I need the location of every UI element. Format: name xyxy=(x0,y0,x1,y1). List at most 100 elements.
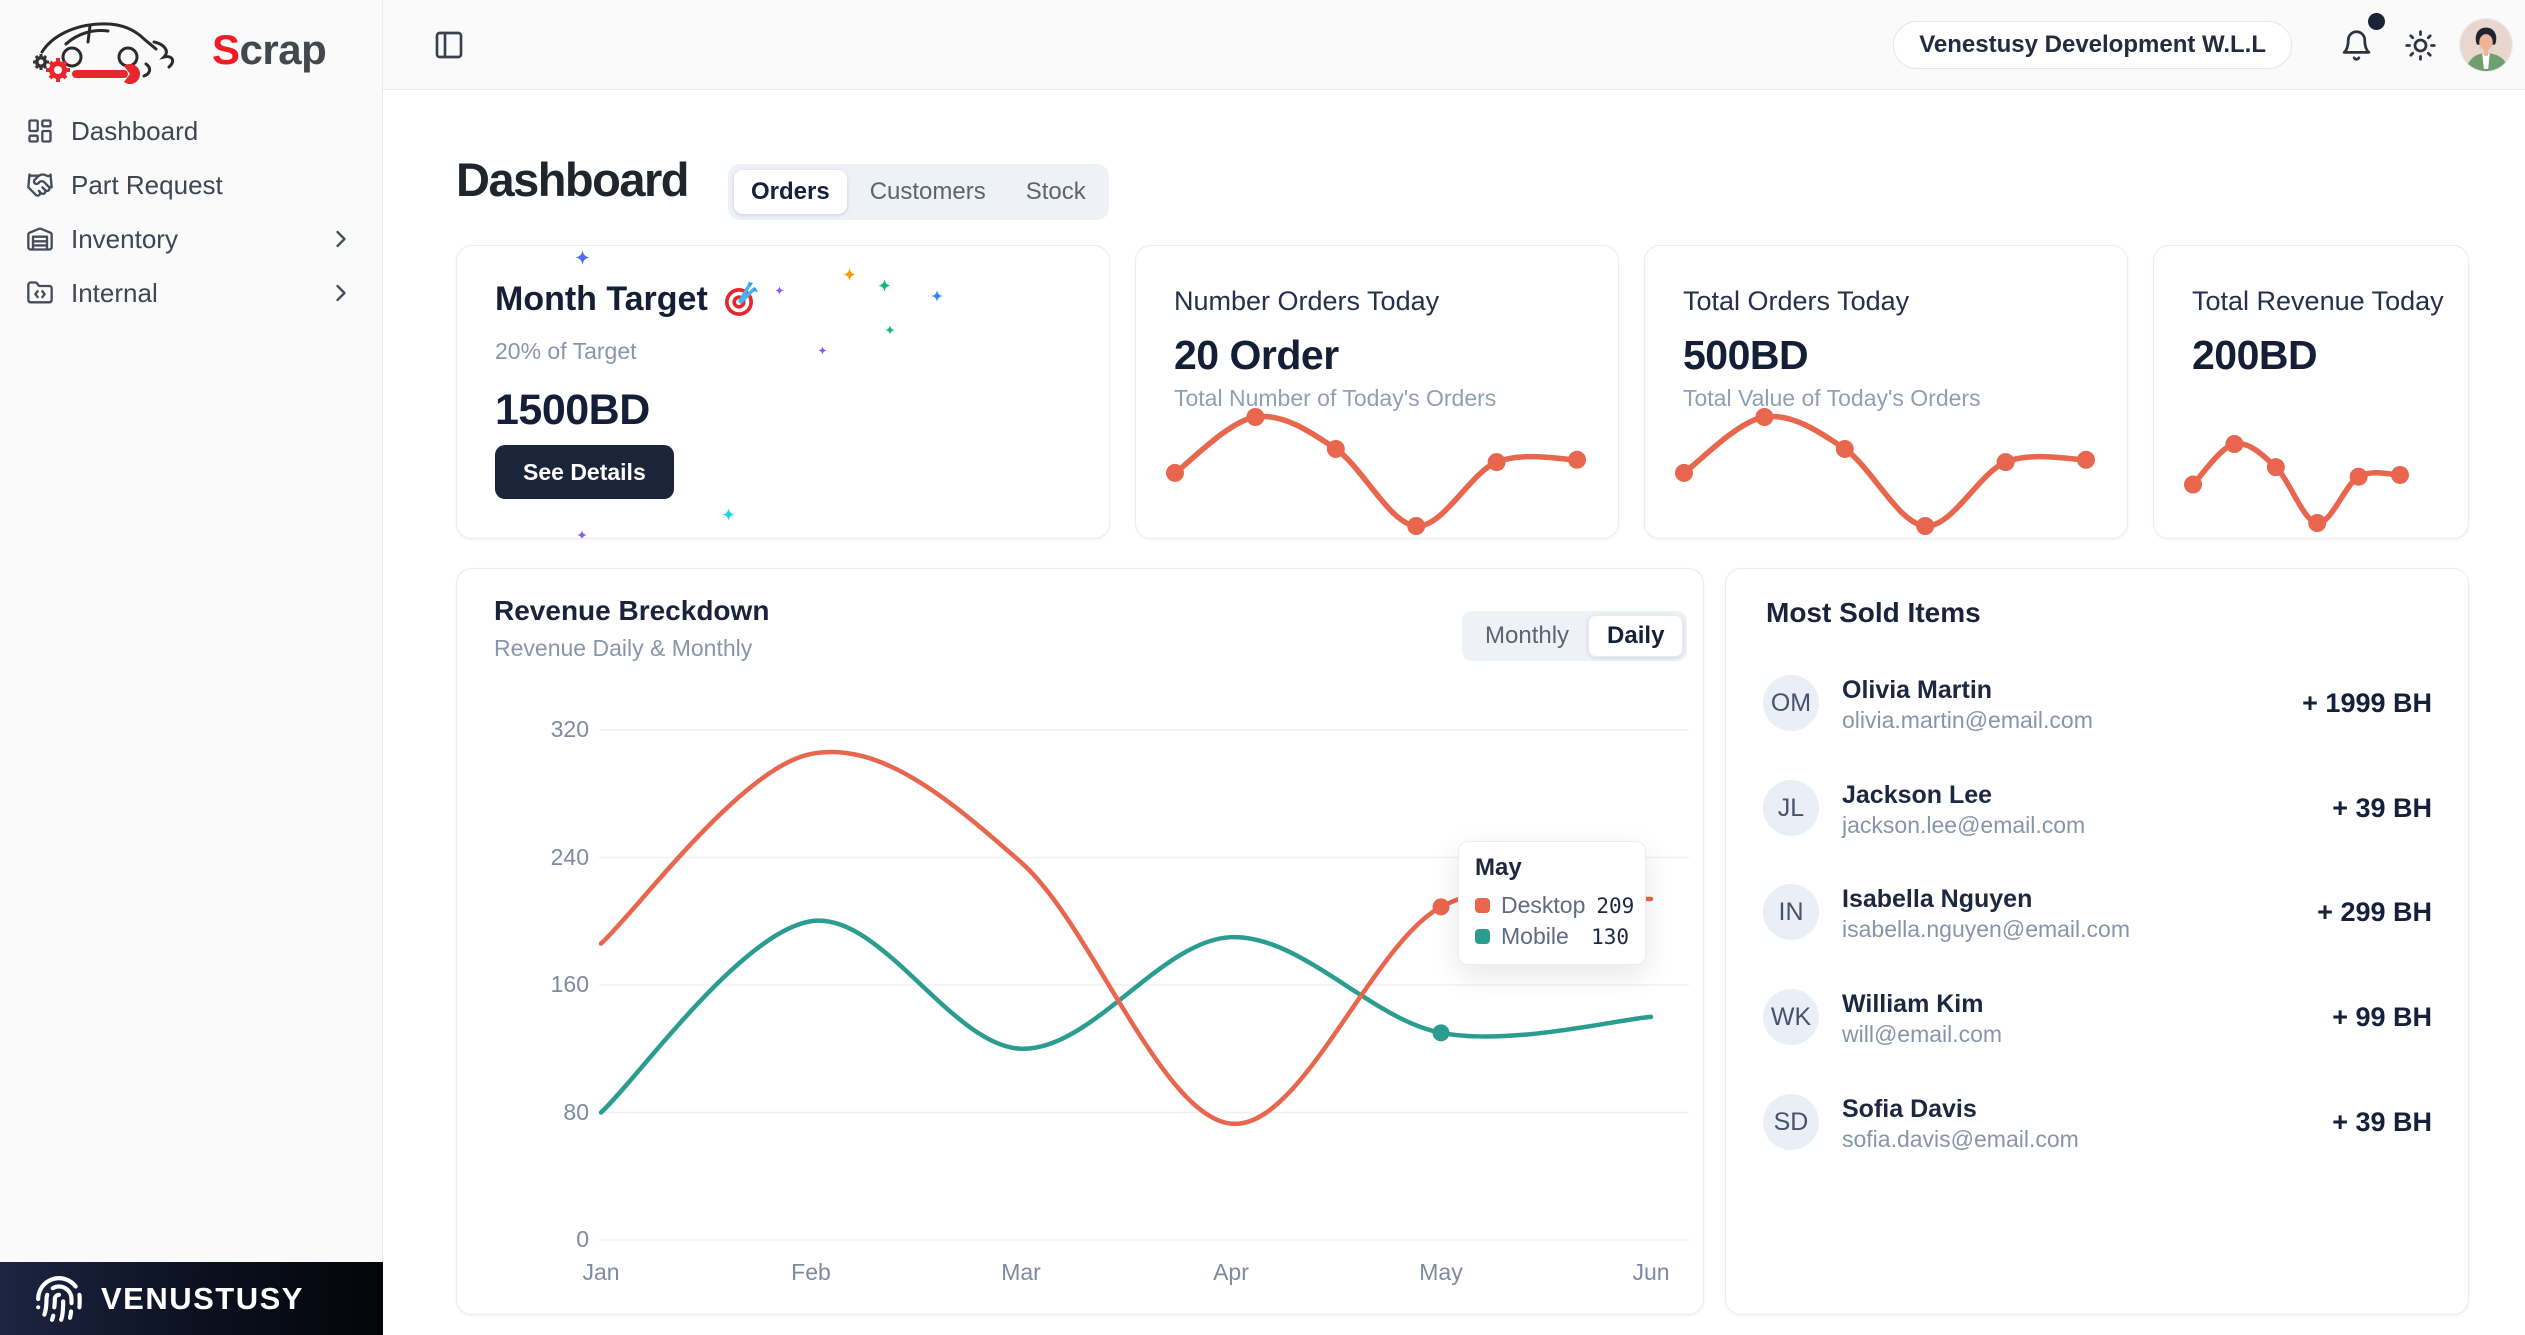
tab-customers[interactable]: Customers xyxy=(869,178,986,205)
avatar-illustration xyxy=(2460,19,2512,71)
month-target-title: Month Target xyxy=(495,280,759,319)
customer-email: sofia.davis@email.com xyxy=(1842,1126,2079,1152)
number-orders-card: Number Orders Today 20 Order Total Numbe… xyxy=(1135,245,1619,539)
sidebar-item-part-request[interactable]: Part Request xyxy=(0,162,383,208)
revenue-breakdown-card: Revenue Breckdown Revenue Daily & Monthl… xyxy=(456,568,1704,1315)
user-avatar[interactable] xyxy=(2460,19,2512,71)
chevron-right-icon[interactable] xyxy=(327,225,355,253)
sparkle-icon xyxy=(722,508,735,521)
avatar-initials: WK xyxy=(1770,1002,1812,1031)
avatar: JL xyxy=(1763,780,1819,836)
list-item: IN Isabella Nguyen isabella.nguyen@email… xyxy=(1726,884,2470,942)
item-amount: + 99 BH xyxy=(2332,1002,2432,1032)
sparkle-icon xyxy=(931,290,943,302)
mobile-legend-swatch xyxy=(1475,929,1490,944)
tab-orders[interactable]: Orders xyxy=(734,170,847,214)
revenue-chart-subtitle: Revenue Daily & Monthly xyxy=(494,635,753,661)
company-selector[interactable]: Venestusy Development W.L.L xyxy=(1893,21,2292,69)
brand-wordmark: Scrap xyxy=(212,26,327,73)
warehouse-icon xyxy=(27,227,53,251)
customer-email: olivia.martin@email.com xyxy=(1842,707,2093,733)
main-content: Dashboard Orders Customers Stock Month T… xyxy=(383,90,2525,1335)
item-amount: + 39 BH xyxy=(2332,1107,2432,1137)
fingerprint-icon xyxy=(36,1275,82,1322)
card-title: Total Revenue Today xyxy=(2192,286,2444,316)
item-amount: + 39 BH xyxy=(2332,793,2432,823)
toggle-daily[interactable]: Daily xyxy=(1588,615,1684,657)
sidebar-item-inventory[interactable]: Inventory xyxy=(0,216,383,262)
sidebar-item-internal[interactable]: Internal xyxy=(0,270,383,316)
y-axis-tick: 80 xyxy=(563,1099,589,1125)
sparkle-icon xyxy=(843,268,856,281)
card-title: Total Orders Today xyxy=(1683,286,1910,316)
avatar-initials: IN xyxy=(1778,897,1804,926)
avatar-initials: JL xyxy=(1777,793,1805,822)
month-target-subtitle: 20% of Target xyxy=(495,338,637,364)
total-revenue-card: Total Revenue Today 200BD xyxy=(2153,245,2469,539)
series-value: 209 xyxy=(1596,893,1635,918)
revenue-chart-title: Revenue Breckdown xyxy=(494,595,770,626)
series-name: Desktop xyxy=(1501,892,1586,918)
card-value: 500BD xyxy=(1683,332,1809,378)
avatar-initials: SD xyxy=(1773,1107,1809,1136)
sidebar-item-label: Inventory xyxy=(71,223,178,254)
most-sold-items-card: Most Sold Items OM Olivia Martin olivia.… xyxy=(1725,568,2469,1315)
dashboard-icon xyxy=(28,119,52,143)
avatar: OM xyxy=(1763,675,1819,731)
customer-email: will@email.com xyxy=(1842,1021,2003,1047)
list-item: OM Olivia Martin olivia.martin@email.com… xyxy=(1726,675,2470,733)
list-item: WK William Kim will@email.com + 99 BH xyxy=(1726,989,2470,1047)
avatar-initials: OM xyxy=(1770,688,1812,717)
total-orders-card: Total Orders Today 500BD Total Value of … xyxy=(1644,245,2128,539)
card-title: Number Orders Today xyxy=(1174,286,1440,316)
avatar: SD xyxy=(1763,1094,1819,1150)
tab-stock[interactable]: Stock xyxy=(1025,178,1086,205)
sparkle-icon xyxy=(577,530,587,538)
avatar: WK xyxy=(1763,989,1819,1045)
dashboard-tabs: Orders Customers Stock xyxy=(728,164,1109,220)
customer-name: William Kim xyxy=(1842,990,1984,1018)
sparkle-icon xyxy=(878,279,891,292)
sun-icon xyxy=(2405,30,2436,61)
chevron-right-icon[interactable] xyxy=(327,279,355,307)
x-axis-tick: Jan xyxy=(582,1259,620,1285)
card-value: 200BD xyxy=(2192,332,2318,378)
chart-gridlines xyxy=(599,729,1689,1241)
list-item: JL Jackson Lee jackson.lee@email.com + 3… xyxy=(1726,780,2470,838)
handshake-icon xyxy=(27,173,53,197)
target-icon xyxy=(724,281,758,316)
desktop-hover-dot xyxy=(1432,898,1450,916)
sparkle-icon xyxy=(575,250,590,265)
notifications-button[interactable] xyxy=(2340,29,2373,62)
sidebar-item-dashboard[interactable]: Dashboard xyxy=(0,108,383,154)
orders-sparkline-chart xyxy=(1166,408,1586,535)
customer-name: Jackson Lee xyxy=(1842,781,1993,809)
x-axis-tick: Feb xyxy=(791,1259,831,1285)
series-value: 130 xyxy=(1591,924,1629,949)
customer-email: jackson.lee@email.com xyxy=(1842,812,2086,838)
card-value: 20 Order xyxy=(1174,332,1339,378)
y-axis-tick: 240 xyxy=(550,844,589,870)
sparkle-icon xyxy=(885,325,895,335)
sidebar-item-label: Internal xyxy=(71,277,158,308)
footer-brand-name: VENUSTUSY xyxy=(101,1280,304,1316)
sparkle-icon xyxy=(775,286,784,295)
y-axis-tick: 0 xyxy=(576,1226,589,1252)
list-item: SD Sofia Davis sofia.davis@email.com + 3… xyxy=(1726,1094,2470,1152)
topbar: Venestusy Development W.L.L xyxy=(383,0,2525,90)
y-axis-tick: 160 xyxy=(550,971,589,997)
customer-email: isabella.nguyen@email.com xyxy=(1842,916,2130,942)
sidebar-footer-brand: VENUSTUSY xyxy=(0,1262,383,1335)
see-details-button[interactable]: See Details xyxy=(495,445,674,499)
card-subtitle: Total Number of Today's Orders xyxy=(1174,385,1497,411)
theme-toggle-button[interactable] xyxy=(2404,29,2437,62)
card-subtitle: Total Value of Today's Orders xyxy=(1683,385,1981,411)
avatar: IN xyxy=(1763,884,1819,940)
month-target-value: 1500BD xyxy=(495,386,650,434)
brand-logo[interactable]: Scrap xyxy=(28,10,358,90)
page-title: Dashboard xyxy=(456,153,690,206)
item-amount: + 299 BH xyxy=(2317,897,2432,927)
desktop-legend-swatch xyxy=(1475,898,1490,913)
sidebar-toggle-button[interactable] xyxy=(433,29,465,61)
toggle-monthly[interactable]: Monthly xyxy=(1485,622,1570,649)
